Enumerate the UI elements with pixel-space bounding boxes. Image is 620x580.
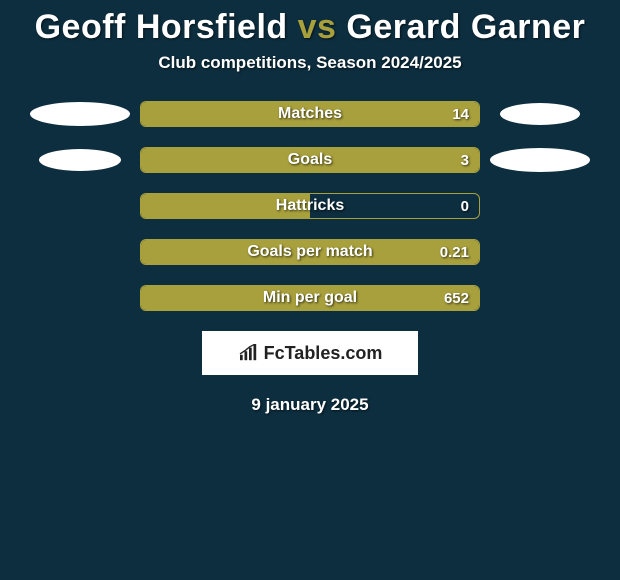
stat-bar: Goals 3	[140, 147, 480, 173]
left-side	[20, 102, 140, 126]
comparison-widget: Geoff Horsfield vs Gerard Garner Club co…	[0, 0, 620, 415]
left-ellipse	[30, 102, 130, 126]
stat-label: Matches	[278, 105, 342, 123]
stat-label: Min per goal	[263, 289, 357, 307]
right-side	[480, 103, 600, 125]
stat-row: Matches 14	[0, 101, 620, 127]
logo-box: FcTables.com	[202, 331, 418, 375]
right-ellipse	[500, 103, 580, 125]
stat-value: 0	[461, 198, 469, 215]
page-title: Geoff Horsfield vs Gerard Garner	[0, 0, 620, 53]
stat-value: 0.21	[440, 244, 469, 261]
stat-label: Goals per match	[247, 243, 372, 261]
stat-bar: Min per goal 652	[140, 285, 480, 311]
stat-rows: Matches 14 Goals 3	[0, 101, 620, 311]
stat-value: 3	[461, 152, 469, 169]
right-ellipse	[490, 148, 590, 172]
player2-name: Gerard Garner	[346, 8, 585, 46]
stat-row: Min per goal 652	[0, 285, 620, 311]
player1-name: Geoff Horsfield	[35, 8, 288, 46]
right-side	[480, 148, 600, 172]
stat-row: Goals per match 0.21	[0, 239, 620, 265]
stat-row: Hattricks 0	[0, 193, 620, 219]
stat-label: Hattricks	[276, 197, 344, 215]
stat-label: Goals	[288, 151, 332, 169]
stat-bar: Hattricks 0	[140, 193, 480, 219]
left-ellipse	[39, 149, 121, 171]
barchart-icon	[238, 344, 260, 362]
logo-text: FcTables.com	[264, 343, 383, 364]
subtitle: Club competitions, Season 2024/2025	[0, 53, 620, 73]
stat-value: 652	[444, 290, 469, 307]
date-text: 9 january 2025	[0, 395, 620, 415]
vs-text: vs	[298, 8, 337, 46]
stat-bar: Matches 14	[140, 101, 480, 127]
stat-row: Goals 3	[0, 147, 620, 173]
stat-value: 14	[452, 106, 469, 123]
stat-bar: Goals per match 0.21	[140, 239, 480, 265]
left-side	[20, 149, 140, 171]
